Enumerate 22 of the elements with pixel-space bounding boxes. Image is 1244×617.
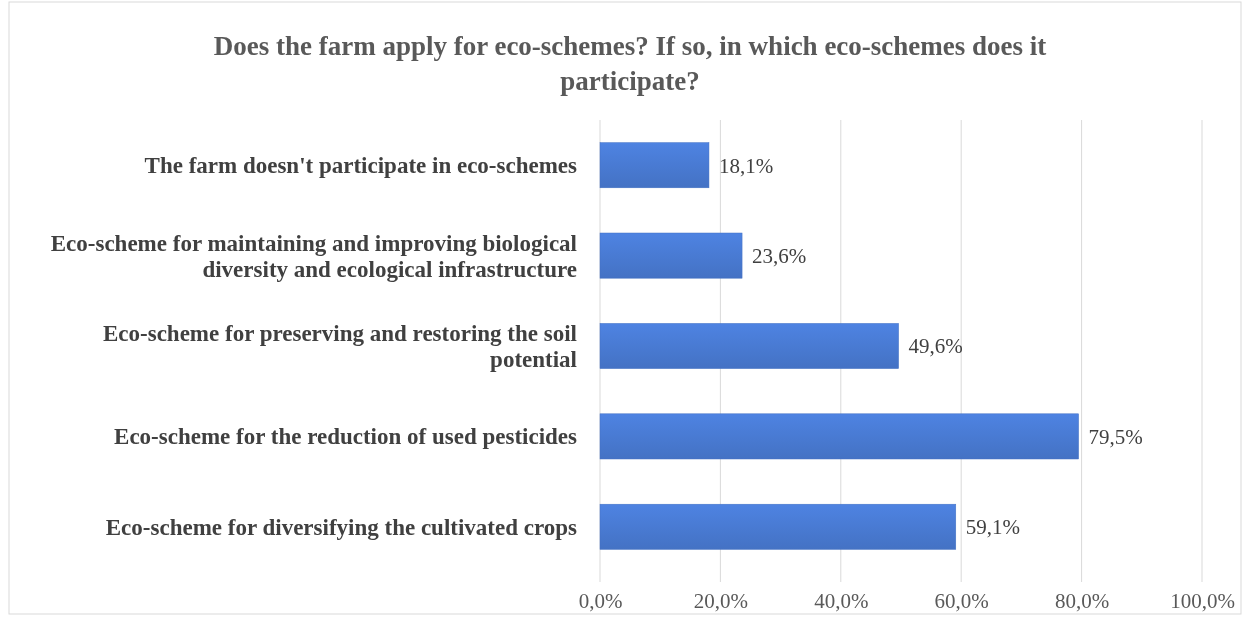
data-label: 59,1%	[965, 515, 1021, 540]
y-tick-label: The farm doesn't participate in eco-schemes	[144, 153, 578, 179]
data-label: 79,5%	[1088, 424, 1143, 449]
y-tick-label: Eco-scheme for preserving and restoring the soil potential	[102, 321, 577, 373]
x-tick-label: 0,0%	[578, 588, 623, 613]
y-tick-label: Eco-scheme for diversifying the cultivated crops	[105, 514, 578, 540]
x-tick-label: 60,0%	[934, 588, 989, 613]
bar	[599, 232, 743, 279]
bar	[599, 323, 899, 369]
bar	[599, 503, 957, 550]
x-tick-label: 20,0%	[693, 588, 749, 613]
chart-title: Does the farm apply for eco-schemes? If so, in which eco-schemes does it participate?	[213, 31, 1047, 96]
data-label: 49,6%	[908, 334, 963, 359]
bar	[599, 413, 1079, 460]
bar	[599, 142, 710, 189]
y-tick-label: Eco-scheme for the reduction of used pesticides	[114, 424, 578, 450]
x-tick-label: 40,0%	[814, 588, 869, 613]
data-label: 23,6%	[752, 243, 807, 268]
x-tick-label: 80,0%	[1054, 588, 1110, 613]
x-tick-label: 100,0%	[1170, 588, 1235, 613]
data-label: 18,1%	[718, 153, 774, 178]
y-tick-label: Eco-scheme for maintaining and improving biological diversity and ecological infrastructure	[50, 230, 577, 282]
